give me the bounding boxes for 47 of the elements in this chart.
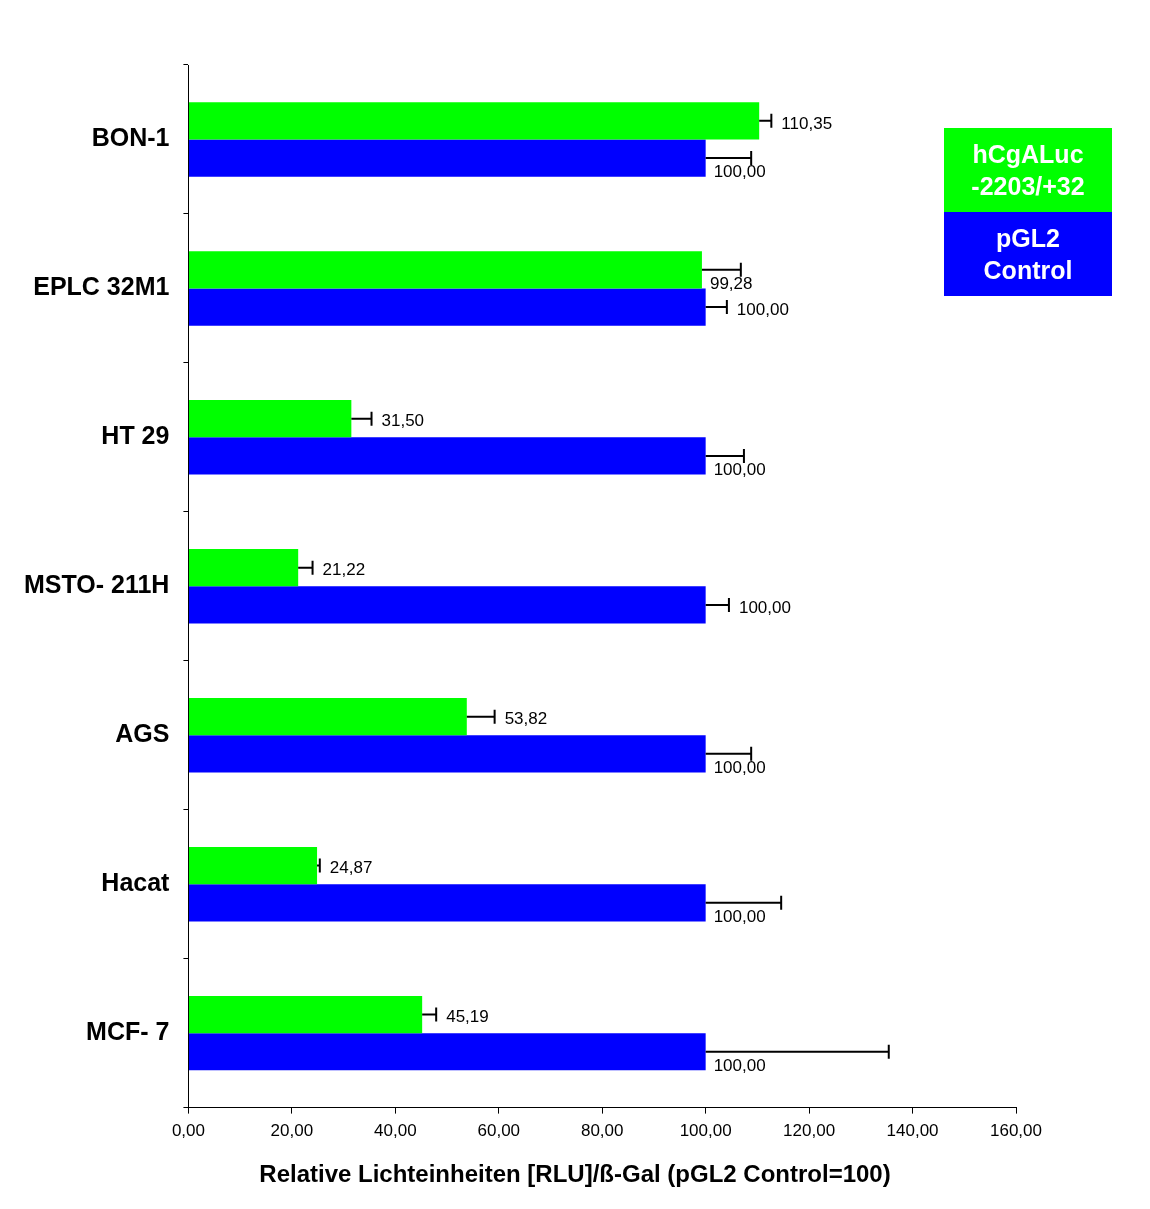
x-axis-title: Relative Lichteinheiten [RLU]/ß-Gal (pGL2 Control=100) bbox=[258, 1160, 892, 1188]
bar bbox=[188, 586, 706, 624]
data-label: 100,00 bbox=[713, 460, 766, 480]
data-label: 100,00 bbox=[738, 597, 791, 617]
x-tick-label: 120,00 bbox=[783, 1121, 836, 1141]
y-tick-label: AGS bbox=[115, 719, 170, 748]
bar bbox=[188, 698, 467, 736]
y-tick-label: BON-1 bbox=[91, 123, 170, 152]
text: hCgALuc -2203/+32 bbox=[944, 128, 1112, 212]
data-label: 100,00 bbox=[713, 906, 766, 926]
data-label: 110,35 bbox=[781, 113, 833, 133]
bar bbox=[188, 846, 318, 885]
bar bbox=[188, 139, 706, 177]
bar bbox=[188, 884, 706, 922]
data-label: 21,22 bbox=[322, 560, 366, 580]
y-tick-label: HT 29 bbox=[101, 421, 170, 450]
y-tick-label: MSTO- 211H bbox=[23, 570, 170, 599]
text: pGL2 Control bbox=[944, 212, 1112, 296]
bar bbox=[188, 735, 706, 773]
x-tick-label: 80,00 bbox=[580, 1121, 624, 1141]
x-tick-label: 20,00 bbox=[270, 1121, 314, 1141]
bar bbox=[188, 251, 702, 289]
bar bbox=[188, 549, 299, 587]
data-label: 31,50 bbox=[381, 411, 425, 431]
data-label: 99,28 bbox=[709, 273, 753, 293]
bar bbox=[188, 288, 706, 326]
x-tick-label: 60,00 bbox=[477, 1121, 521, 1141]
data-label: 45,19 bbox=[446, 1007, 489, 1027]
data-label: 100,00 bbox=[713, 1055, 766, 1075]
bar bbox=[188, 102, 760, 140]
x-tick-label: 40,00 bbox=[374, 1121, 417, 1141]
bar bbox=[188, 400, 352, 438]
y-tick-label: Hacat bbox=[101, 868, 171, 897]
data-label: 53,82 bbox=[504, 709, 548, 729]
bar bbox=[188, 437, 706, 475]
x-tick-label: 0,00 bbox=[171, 1121, 205, 1141]
bar bbox=[188, 1033, 706, 1071]
data-label: 100,00 bbox=[736, 299, 789, 319]
x-tick-label: 140,00 bbox=[886, 1121, 939, 1141]
data-label: 100,00 bbox=[713, 162, 766, 182]
data-label: 24,87 bbox=[329, 858, 373, 878]
x-tick-label: 160,00 bbox=[990, 1121, 1042, 1141]
x-tick-label: 100,00 bbox=[679, 1121, 732, 1141]
y-tick-label: EPLC 32M1 bbox=[33, 272, 170, 301]
y-tick-label: MCF- 7 bbox=[86, 1017, 170, 1046]
bar bbox=[188, 995, 423, 1034]
data-label: 100,00 bbox=[713, 758, 766, 778]
